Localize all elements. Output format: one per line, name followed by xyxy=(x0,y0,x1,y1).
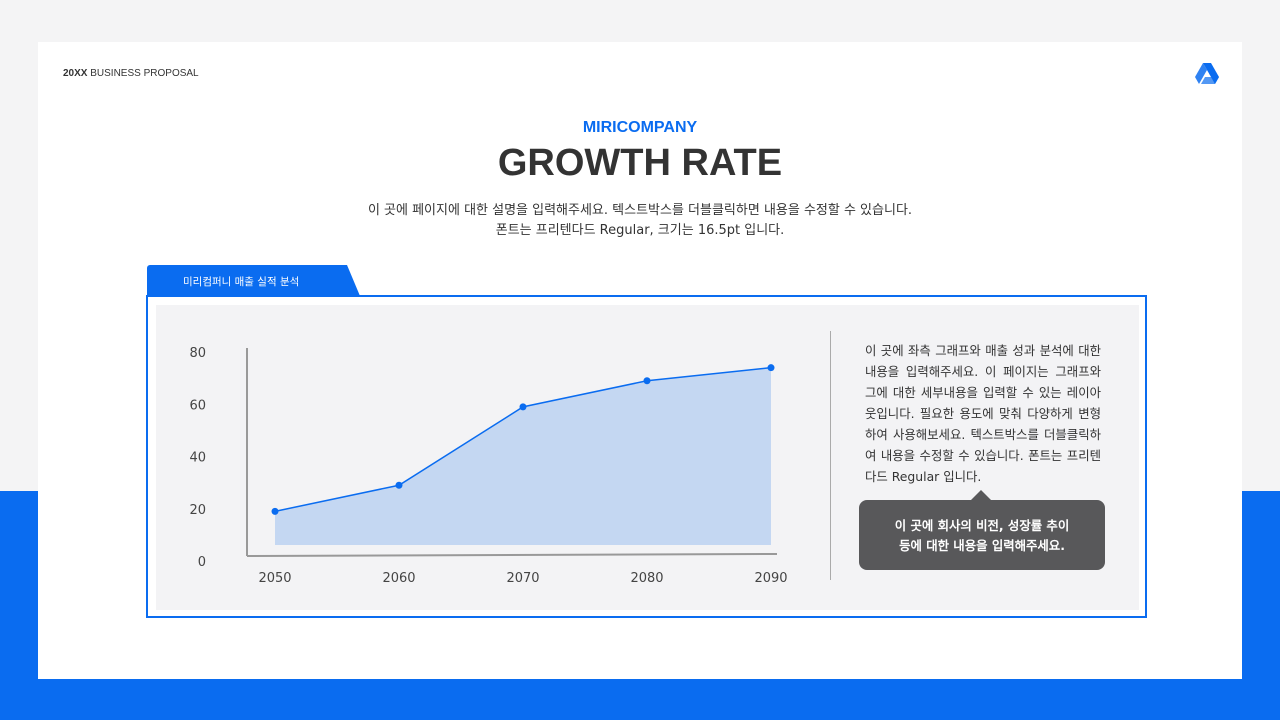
header-text: BUSINESS PROPOSAL xyxy=(90,68,199,79)
y-tick-label: 20 xyxy=(189,503,206,518)
header-label: 20XX BUSINESS PROPOSAL xyxy=(63,68,199,79)
data-point xyxy=(271,507,279,515)
y-tick-label: 80 xyxy=(189,346,206,361)
x-axis-line xyxy=(246,553,778,557)
header-year: 20XX xyxy=(63,68,88,79)
data-point xyxy=(767,364,775,372)
divider xyxy=(830,331,831,580)
y-tick-label: 40 xyxy=(189,451,206,466)
x-tick-label: 2080 xyxy=(630,571,663,586)
y-tick-label: 60 xyxy=(189,398,206,413)
description-line: 폰트는 프리텐다드 Regular, 크기는 16.5pt 입니다. xyxy=(495,223,785,238)
page-description: 이 곳에 페이지에 대한 설명을 입력해주세요. 텍스트박스를 더블클릭하면 내… xyxy=(0,201,1280,241)
company-name: MIRICOMPANY xyxy=(582,119,698,136)
bubble-line: 이 곳에 회사의 비전, 성장률 추이 xyxy=(894,518,1070,533)
page-title: GROWTH RATE xyxy=(497,142,783,184)
triangle-drive-icon xyxy=(1195,63,1219,84)
speech-bubble: 이 곳에 회사의 비전, 성장률 추이 등에 대한 내용을 입력해주세요. xyxy=(859,490,1105,570)
data-point xyxy=(519,403,527,411)
section-tab: 미리컴퍼니 매출 실적 분석 xyxy=(147,265,360,296)
area-fill xyxy=(275,367,771,545)
x-tick-label: 2090 xyxy=(754,571,787,586)
description-line: 이 곳에 페이지에 대한 설명을 입력해주세요. 텍스트박스를 더블클릭하면 내… xyxy=(367,203,913,218)
bubble-line: 등에 대한 내용을 입력해주세요. xyxy=(899,538,1065,553)
side-description: 이 곳에 좌측 그래프와 매출 성과 분석에 대한 내용을 입력해주세요. 이 … xyxy=(865,343,1101,484)
data-point xyxy=(643,377,651,385)
data-point xyxy=(395,481,403,489)
x-tick-label: 2070 xyxy=(506,571,539,586)
y-tick-label: 0 xyxy=(198,555,206,570)
x-tick-label: 2050 xyxy=(258,571,291,586)
x-tick-label: 2060 xyxy=(382,571,415,586)
